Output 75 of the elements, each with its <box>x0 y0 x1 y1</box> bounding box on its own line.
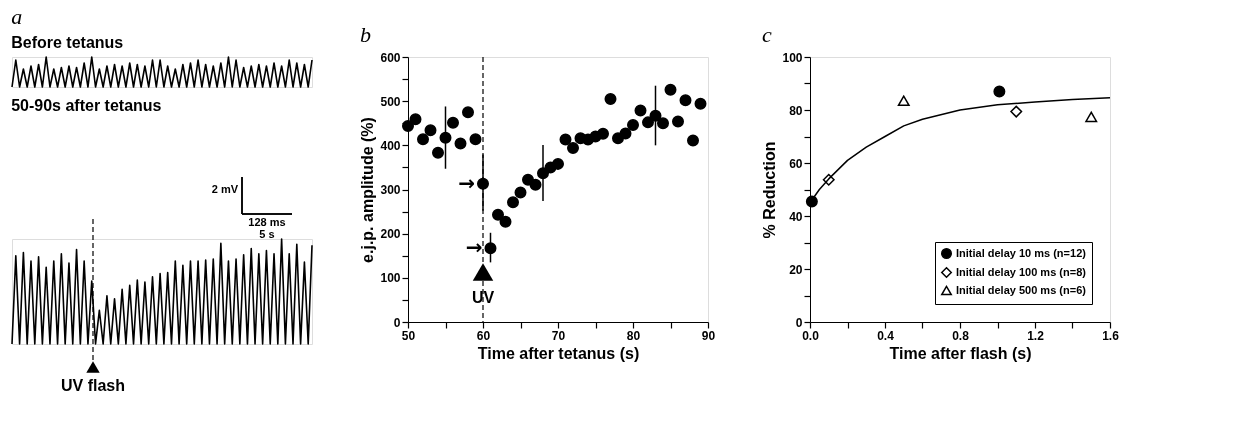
text: 2 mV <box>211 183 239 195</box>
point <box>432 146 444 159</box>
x-axis-title: Time after tetanus (s) <box>477 344 640 362</box>
point <box>507 196 519 209</box>
point <box>664 83 677 96</box>
y-axis-title: % Reduction <box>761 141 779 239</box>
point <box>529 178 542 191</box>
point <box>1085 111 1098 123</box>
point <box>657 117 669 130</box>
point <box>897 95 910 107</box>
y-tick-label: 60 <box>789 156 803 171</box>
text: 128 ms <box>248 216 286 228</box>
point <box>1010 105 1023 118</box>
point <box>454 137 467 150</box>
chart-subtitle: 50-90s after tetanus <box>11 97 162 115</box>
point <box>424 124 437 137</box>
annotation: → <box>458 170 475 195</box>
point <box>492 208 504 221</box>
point <box>552 157 564 170</box>
point <box>642 116 654 129</box>
point <box>694 97 707 110</box>
ref-line-label: UV <box>471 289 495 306</box>
legend-label: Initial delay 500 ms (n=6) <box>956 283 1087 296</box>
point <box>993 85 1006 98</box>
point <box>462 106 474 119</box>
x-tick-label: 50 <box>401 328 416 343</box>
annotation: 5 s <box>259 228 275 240</box>
point <box>499 215 512 228</box>
y-tick-label: 100 <box>782 50 803 65</box>
annotation: → <box>465 235 483 260</box>
x-tick-label: 1.2 <box>1027 328 1045 343</box>
chart-subtitle: Before tetanus <box>11 34 124 52</box>
y-tick-label: 80 <box>789 103 803 118</box>
x-tick-label: 0.4 <box>877 328 895 343</box>
x-tick-label: 70 <box>551 328 566 343</box>
y-tick-label: 400 <box>380 138 401 153</box>
y-tick-label: 300 <box>380 183 401 197</box>
x-tick-label: 1.6 <box>1102 328 1120 343</box>
text: UV flash <box>60 377 126 394</box>
x-tick-label: 0.8 <box>952 328 970 343</box>
point <box>447 116 459 129</box>
x-tick-label: 90 <box>701 328 716 343</box>
point <box>679 94 692 107</box>
point <box>409 113 422 126</box>
y-tick-label: 100 <box>380 271 401 286</box>
legend-label: Initial delay 10 ms (n=12) <box>956 246 1087 259</box>
chart-title: a <box>11 4 23 30</box>
legend-label: Initial delay 100 ms (n=8) <box>956 265 1087 278</box>
point <box>469 133 482 146</box>
x-tick-label: 80 <box>626 328 641 343</box>
point <box>634 104 647 117</box>
y-tick-label: 40 <box>789 209 803 224</box>
point <box>597 127 609 140</box>
point <box>417 133 429 146</box>
y-tick-label: 500 <box>380 94 401 109</box>
y-axis-title: e.j.p. amplitude (%) <box>359 117 377 263</box>
point <box>402 119 414 132</box>
point <box>687 134 699 147</box>
point <box>619 127 632 140</box>
x-axis-title: Time after flash (s) <box>889 344 1032 362</box>
y-tick-label: 0 <box>393 315 401 330</box>
point <box>514 186 527 199</box>
y-tick-label: 20 <box>789 262 803 277</box>
y-tick-label: 600 <box>380 50 401 65</box>
chart-title: b <box>359 22 371 47</box>
x-tick-label: 0.0 <box>802 328 820 343</box>
x-tick-label: 60 <box>476 328 491 343</box>
point <box>559 133 572 146</box>
y-tick-label: 0 <box>795 315 803 330</box>
point <box>567 142 579 154</box>
point <box>627 119 639 131</box>
point <box>604 92 617 105</box>
point <box>672 115 684 128</box>
y-tick-label: 200 <box>380 227 401 242</box>
chart-title: c <box>761 22 772 47</box>
